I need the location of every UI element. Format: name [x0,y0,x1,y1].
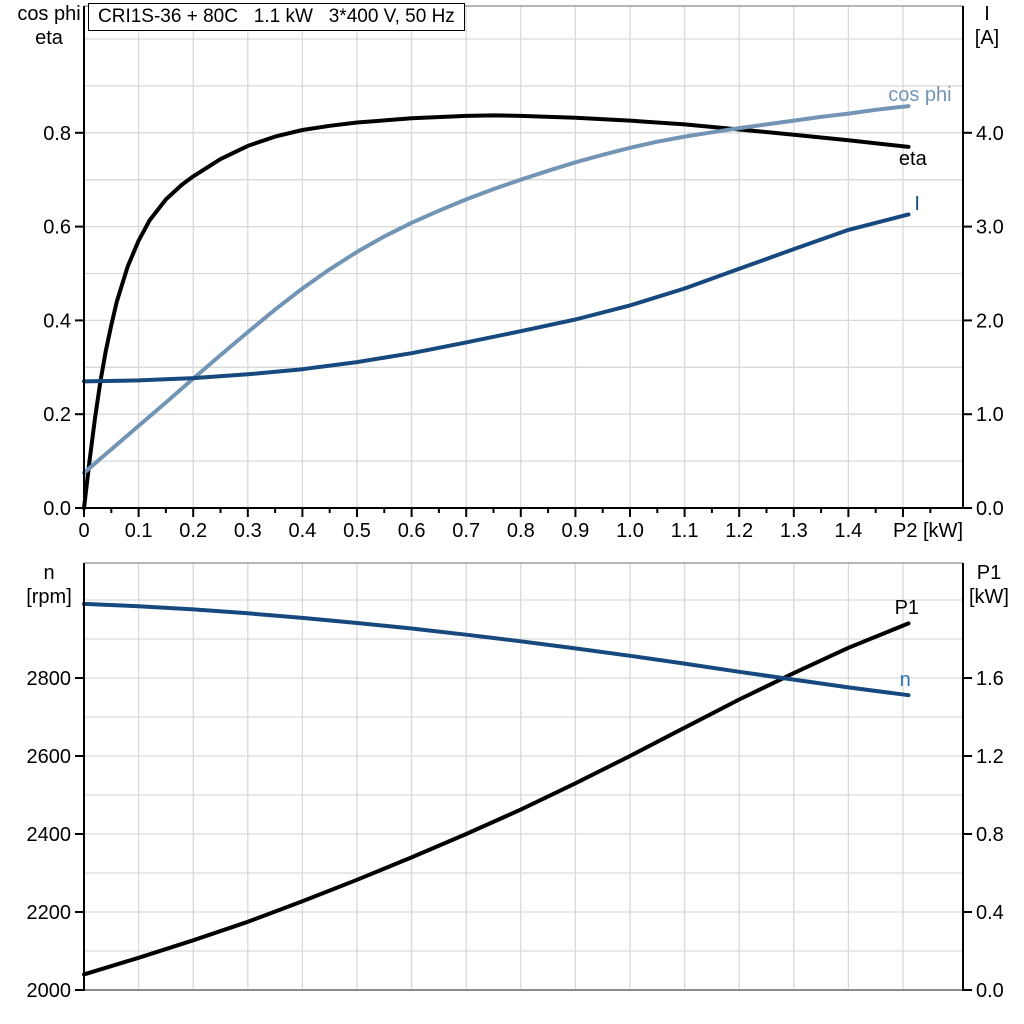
x-axis-title: P2 [kW] [893,520,963,542]
curve-label-I: I [914,193,920,215]
tick-label-x: 0.6 [398,520,426,542]
bottom-right-axis-header: P1 [kW] [958,561,1020,609]
tick-label-right: 0.8 [976,824,1004,846]
curve-n [82,601,911,698]
axis-header-p1: P1 [976,562,1002,584]
tick-label-right: 4.0 [976,123,1004,145]
axis-header-current: I [984,3,990,25]
tick-label-right: 1.6 [976,668,1004,690]
tick-label-x: 1.4 [834,520,862,542]
tick-label-left: 2000 [27,980,72,1002]
tick-label-x: 0.8 [507,520,535,542]
chart-title-box: CRI1S-36 + 80C 1.1 kW 3*400 V, 50 Hz [88,3,465,31]
tick-label-left: 2200 [27,902,72,924]
bottom-left-axis-header: n [rpm] [8,561,90,609]
axis-header-eta: eta [35,27,63,49]
tick-label-x: 0.1 [125,520,153,542]
top-left-axis-header: cos phi eta [8,2,90,50]
tick-label-right: 0.0 [976,498,1004,520]
curve-label-cos-phi: cos phi [888,84,951,106]
tick-label-x: 0.9 [561,520,589,542]
tick-label-left: 0.0 [43,498,71,520]
tick-label-left: 2600 [27,746,72,768]
tick-label-left: 2800 [27,668,72,690]
tick-label-left: 0.6 [43,217,71,239]
tick-label-x: 0.5 [343,520,371,542]
axis-header-ampere-unit: [A] [974,27,1000,49]
curve-label-n: n [900,669,911,691]
tick-label-x: 0 [78,520,89,542]
tick-label-x: 0.7 [452,520,480,542]
axis-header-speed: n [43,562,55,584]
axis-header-cos-phi: cos phi [17,3,81,25]
tick-label-x: 0.4 [288,520,316,542]
tick-label-right: 2.0 [976,310,1004,332]
axis-header-kw-unit: [kW] [969,586,1009,608]
tick-label-x: 1.3 [780,520,808,542]
curve-label-eta: eta [899,148,928,170]
tick-label-right: 3.0 [976,217,1004,239]
top-right-axis-header: I [A] [954,2,1020,50]
axis-header-rpm-unit: [rpm] [26,586,72,608]
curve-I [82,212,911,384]
curve-P1 [82,621,911,977]
curve-eta [82,113,911,510]
tick-label-right: 0.4 [976,902,1004,924]
tick-label-left: 0.8 [43,123,71,145]
tick-label-right: 0.0 [976,980,1004,1002]
tick-label-x: 1.2 [725,520,753,542]
tick-label-right: 1.2 [976,746,1004,768]
tick-label-x: 0.3 [234,520,262,542]
tick-label-x: 1.0 [616,520,644,542]
tick-label-x: 1.1 [671,520,699,542]
tick-label-left: 0.2 [43,404,71,426]
tick-label-left: 2400 [27,824,72,846]
curve-cos-phi [82,104,911,475]
tick-label-left: 0.4 [43,310,71,332]
curve-label-P1: P1 [895,597,919,619]
tick-label-right: 1.0 [976,404,1004,426]
tick-label-x: 0.2 [179,520,207,542]
